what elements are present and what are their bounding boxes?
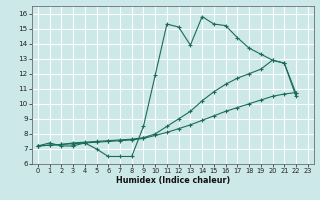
X-axis label: Humidex (Indice chaleur): Humidex (Indice chaleur): [116, 176, 230, 185]
